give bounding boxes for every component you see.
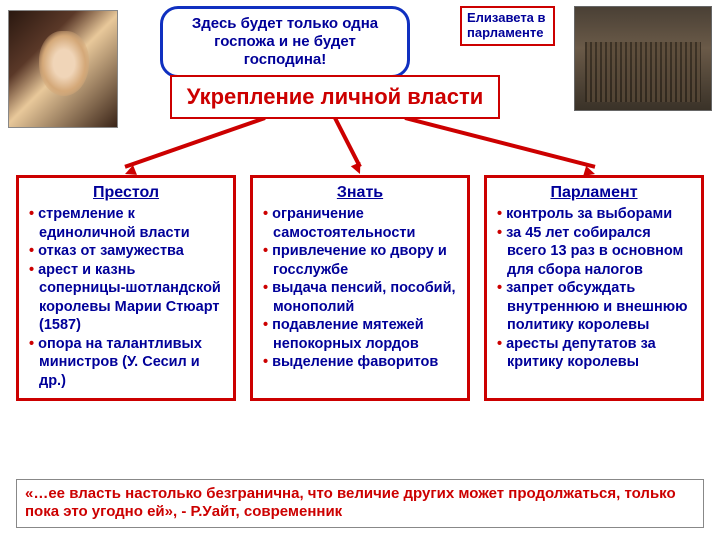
bullet-icon: •: [29, 206, 38, 222]
list-item: • опора на талантливых министров (У. Сес…: [29, 335, 225, 391]
column-0: Престол • стремление к единоличной власти…: [16, 175, 236, 401]
list-item: • контроль за выборами: [497, 205, 693, 224]
main-title: Укрепление личной власти: [170, 75, 500, 119]
parliament-caption: Елизавета в парламенте: [460, 6, 555, 46]
bullet-icon: •: [263, 280, 272, 296]
column-list: • контроль за выборами• за 45 лет собира…: [495, 205, 693, 372]
list-item: • выдача пенсий, пособий, монополий: [263, 279, 459, 316]
arrows-svg: [0, 118, 720, 178]
bullet-icon: •: [497, 336, 506, 352]
bullet-icon: •: [263, 354, 272, 370]
bullet-icon: •: [29, 243, 38, 259]
header-region: Здесь будет только одна госпожа и не буд…: [0, 0, 720, 130]
bullet-icon: •: [29, 336, 38, 352]
bullet-icon: •: [497, 280, 506, 296]
footer-quote: «…ее власть настолько безгранична, что в…: [16, 479, 704, 529]
list-item: • стремление к единоличной власти: [29, 205, 225, 242]
elizabeth-portrait: [8, 10, 118, 128]
column-title: Парламент: [495, 184, 693, 202]
list-item: • подавление мятежей непокорных лордов: [263, 316, 459, 353]
list-item: • выделение фаворитов: [263, 353, 459, 372]
list-item: • за 45 лет собирался всего 13 раз в осн…: [497, 224, 693, 280]
bullet-icon: •: [29, 262, 38, 278]
speech-bubble: Здесь будет только одна госпожа и не буд…: [160, 6, 410, 78]
bullet-icon: •: [497, 225, 506, 241]
list-item: • отказ от замужества: [29, 242, 225, 261]
parliament-painting: [574, 6, 712, 111]
bullet-icon: •: [263, 206, 272, 222]
column-list: • стремление к единоличной власти• отказ…: [27, 205, 225, 390]
column-2: Парламент • контроль за выборами• за 45 л…: [484, 175, 704, 401]
bullet-icon: •: [263, 243, 272, 259]
list-item: • аресты депутатов за критику королевы: [497, 335, 693, 372]
columns-container: Престол • стремление к единоличной власти…: [0, 175, 720, 401]
list-item: • арест и казнь соперницы-шотландской ко…: [29, 261, 225, 335]
list-item: • привлечение ко двору и госслужбе: [263, 242, 459, 279]
list-item: • запрет обсуждать внутреннюю и внешнюю …: [497, 279, 693, 335]
bullet-icon: •: [263, 317, 272, 333]
column-title: Знать: [261, 184, 459, 202]
column-list: • ограничение самостоятельности• привлеч…: [261, 205, 459, 372]
column-1: Знать • ограничение самостоятельности• пр…: [250, 175, 470, 401]
bullet-icon: •: [497, 206, 506, 222]
column-title: Престол: [27, 184, 225, 202]
list-item: • ограничение самостоятельности: [263, 205, 459, 242]
